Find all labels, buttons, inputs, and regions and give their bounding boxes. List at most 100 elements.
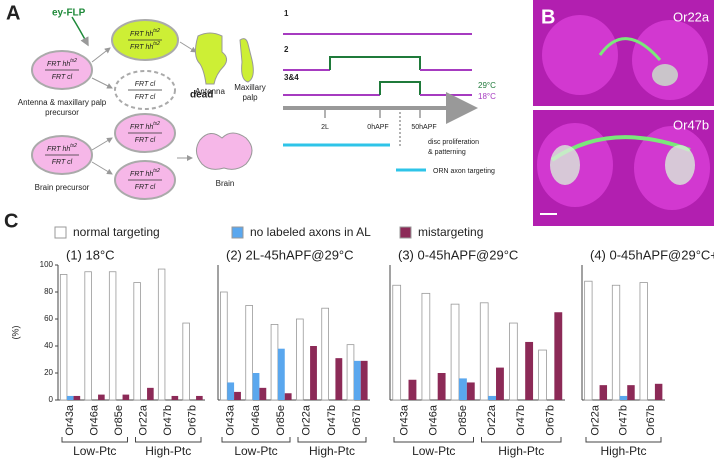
legend-label: no labeled axons in AL [250, 225, 371, 239]
group-bracket [585, 437, 662, 443]
group-bracket [481, 437, 562, 443]
row-label: 2 [284, 45, 289, 54]
genotype-sup: ts2 [153, 168, 160, 174]
bar [479, 302, 489, 401]
genotype: FRT hhts2 [130, 121, 160, 131]
precursor-label: precursor [45, 108, 79, 117]
bar [133, 282, 141, 401]
panel-b: B Or22a Or47b [533, 0, 714, 226]
bar [182, 322, 190, 401]
x-tick-label: Or47b [617, 405, 629, 436]
genotype-base: FRT hh [130, 171, 153, 178]
image-label: Or22a [673, 9, 710, 24]
x-tick-label: Or85e [275, 405, 287, 436]
bar [108, 271, 117, 401]
bar [353, 360, 361, 400]
chart-title: (3) 0-45hAPF@29°C [398, 247, 518, 262]
antenna-shape [194, 32, 228, 85]
bar [437, 373, 446, 400]
group-label: High-Ptc [498, 444, 544, 458]
flp-arrow [71, 16, 89, 47]
y-axis-label: (%) [10, 326, 20, 340]
genotype-base: FRT cl [52, 159, 73, 166]
genotype-base: FRT cl [135, 184, 156, 191]
lobe [632, 20, 708, 100]
genotype-sup: ts2 [70, 58, 77, 64]
legend-swatch [54, 226, 67, 239]
group-bracket [297, 437, 367, 443]
bar [538, 349, 547, 401]
genotype: FRT hhts2 [47, 58, 77, 68]
bar [220, 291, 228, 401]
bar [157, 268, 166, 401]
bar [525, 341, 534, 400]
arrow [91, 77, 113, 89]
bar [227, 382, 235, 400]
legend-swatch [399, 226, 412, 239]
group-bracket [393, 437, 474, 443]
x-tick-label: Or47b [162, 405, 174, 436]
genotype: FRT cl [135, 94, 156, 101]
phase-label: disc proliferation [428, 139, 479, 146]
x-tick-label: Or22a [590, 404, 602, 435]
precursor-label: Antenna & maxillary palp [18, 98, 107, 107]
bar [84, 271, 92, 401]
palp-label: Maxillary [234, 83, 266, 92]
image-label: Or47b [673, 117, 709, 132]
arrow [179, 41, 197, 53]
bar [252, 373, 260, 400]
x-tick-label: Or47b [326, 405, 338, 436]
panel-letter: B [541, 6, 555, 28]
palp-label: palp [242, 93, 258, 102]
group-bracket [135, 437, 202, 443]
x-tick-label: Or85e [457, 405, 469, 436]
x-tick-label: Or22a [301, 404, 313, 435]
chart-title: (2) 2L-45hAPF@29°C [226, 247, 354, 262]
lobe [542, 15, 618, 95]
group-label: Low-Ptc [412, 444, 455, 458]
genotype: FRT cl [135, 137, 156, 144]
bar [599, 385, 608, 400]
genotype-base: FRT cl [135, 94, 156, 101]
x-tick-label: Or85e [113, 405, 125, 436]
bar [450, 303, 460, 401]
bar [509, 322, 518, 401]
bar [196, 395, 203, 400]
bar [234, 391, 241, 400]
legend-swatch [231, 226, 244, 239]
bar [270, 323, 279, 401]
palp-shape [239, 38, 254, 83]
genotype: FRT hhts2 [130, 41, 160, 51]
glomerulus [652, 64, 678, 86]
group-label: High-Ptc [600, 444, 646, 458]
x-tick-label: Or46a [428, 404, 440, 435]
bar [122, 394, 130, 400]
brain-shape [196, 132, 253, 170]
group-bracket [221, 437, 291, 443]
genotype-base: FRT hh [130, 44, 153, 51]
bar [611, 284, 621, 401]
y-tick-label: 0 [49, 395, 54, 404]
bar [284, 393, 292, 400]
bar [619, 395, 628, 400]
x-tick-label: Or43a [64, 404, 76, 435]
genotype-base: FRT cl [52, 74, 73, 81]
genotype-sup: ts2 [153, 28, 160, 34]
bar [488, 395, 497, 400]
genotype-base: FRT hh [130, 31, 153, 38]
bar [277, 348, 285, 400]
row-label: 3&4 [284, 73, 299, 82]
y-tick-label: 40 [44, 341, 53, 350]
group-label: Low-Ptc [73, 444, 116, 458]
x-tick-label: Or47b [515, 405, 527, 436]
x-tick-label: Or22a [138, 404, 150, 435]
group-label: High-Ptc [145, 444, 191, 458]
bar [171, 395, 179, 400]
legend-label: mistargeting [418, 225, 483, 239]
genotype: FRT hhts2 [130, 28, 160, 38]
bar [335, 358, 343, 400]
x-tick-label: Or67b [187, 405, 199, 436]
genotype-base: FRT cl [135, 137, 156, 144]
bar [147, 387, 154, 400]
